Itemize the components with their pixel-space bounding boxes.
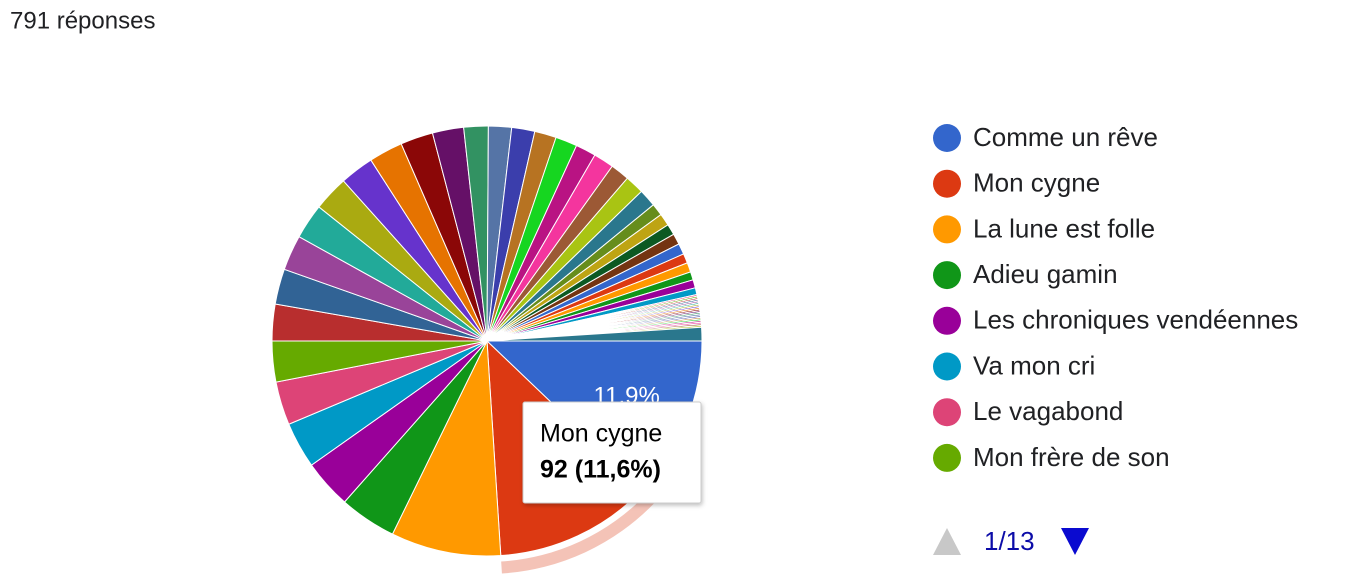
pie-slice: [391, 339, 502, 557]
legend: Comme un rêve Mon cygne La lune est folle A…: [933, 122, 1298, 472]
tooltip-box: [522, 401, 702, 504]
response-count: 791 réponses: [10, 7, 155, 34]
tooltip: Mon cygne 92 (11,6%): [522, 401, 702, 504]
legend-marker: [933, 443, 961, 472]
legend-marker: [933, 124, 961, 152]
tooltip-value: 92 (11,6%): [540, 456, 661, 484]
legend-label: La lune est folle: [973, 213, 1155, 243]
legend-label: Le vagabond: [973, 396, 1123, 426]
legend-marker: [933, 306, 961, 335]
legend-page: 1/13: [984, 526, 1035, 556]
legend-label: Comme un rêve: [973, 122, 1158, 152]
legend-marker: [933, 398, 961, 427]
tooltip-title: Mon cygne: [540, 420, 662, 448]
legend-marker: [933, 261, 961, 290]
legend-marker: [933, 169, 961, 198]
legend-label: Va mon cri: [973, 350, 1095, 380]
prev-page-button[interactable]: [933, 528, 961, 555]
pie-slice: [486, 326, 703, 342]
legend-marker: [933, 215, 961, 244]
pie: 11,9%: [271, 125, 703, 574]
legend-label: Mon frère de son: [973, 442, 1170, 472]
legend-label: Les chroniques vendéennes: [973, 305, 1298, 335]
next-page-button[interactable]: [1061, 528, 1089, 555]
legend-label: Mon cygne: [973, 168, 1100, 198]
legend-marker: [933, 352, 961, 381]
legend-label: Adieu gamin: [973, 259, 1118, 289]
